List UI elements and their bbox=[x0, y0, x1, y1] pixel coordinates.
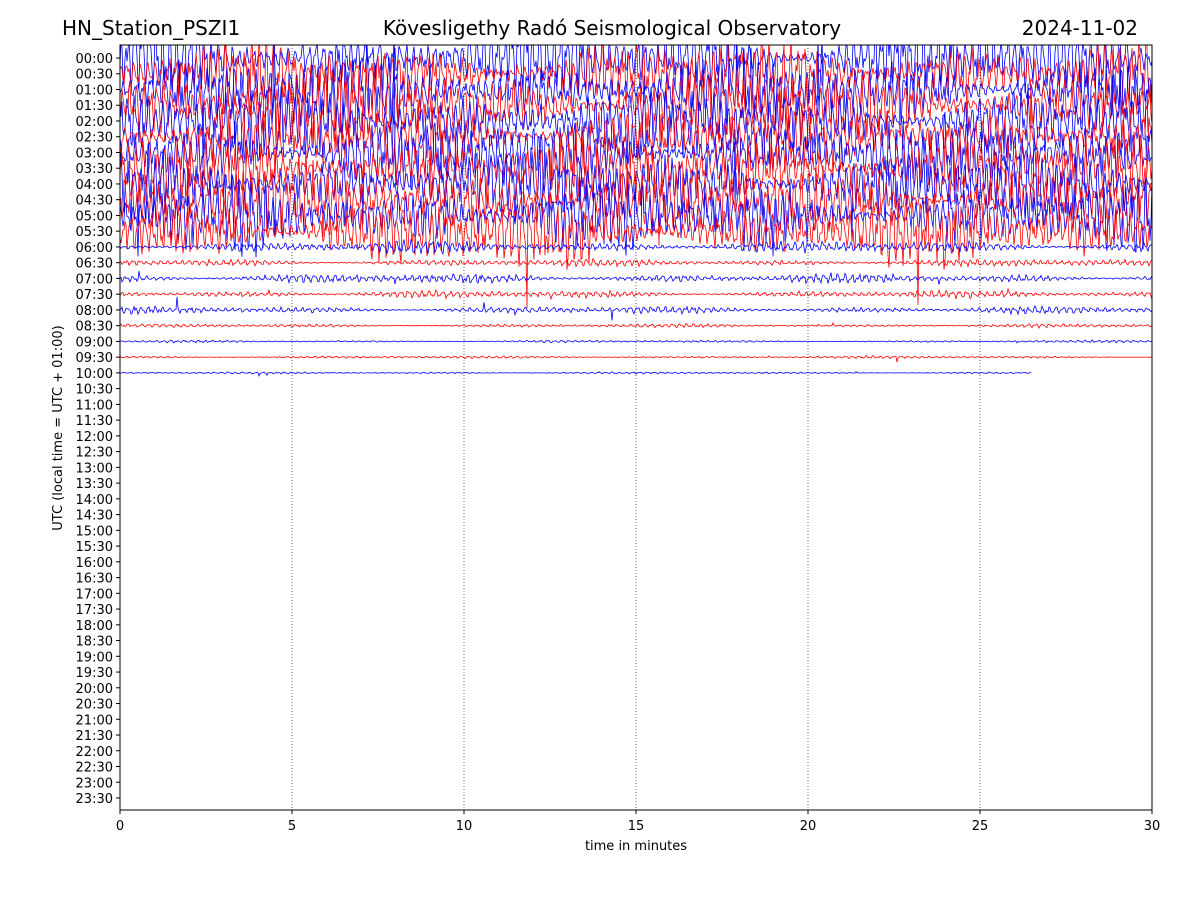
x-tick-label: 25 bbox=[972, 819, 989, 834]
y-axis-label: UTC (local time = UTC + 01:00) bbox=[51, 325, 66, 530]
y-tick-label: 11:00 bbox=[76, 398, 113, 413]
x-tick-label: 10 bbox=[456, 819, 473, 834]
trace bbox=[120, 45, 1152, 133]
y-tick-label: 19:00 bbox=[76, 650, 113, 665]
y-tick-label: 09:30 bbox=[76, 351, 113, 366]
date-title: 2024-11-02 bbox=[1022, 16, 1138, 40]
x-tick-label: 20 bbox=[800, 819, 817, 834]
plot-frame bbox=[119, 44, 1153, 811]
y-tick-label: 11:30 bbox=[76, 414, 113, 429]
y-tick-label: 12:30 bbox=[76, 446, 113, 461]
y-tick-label: 22:30 bbox=[76, 761, 113, 776]
y-tick-label: 16:30 bbox=[76, 572, 113, 587]
y-tick-label: 05:30 bbox=[76, 225, 113, 240]
y-tick-label: 09:00 bbox=[76, 335, 113, 350]
y-tick-label: 15:00 bbox=[76, 524, 113, 539]
y-tick-label: 04:00 bbox=[76, 178, 113, 193]
chart-title: Kövesligethy Radó Seismological Observat… bbox=[383, 16, 841, 40]
station-title: HN_Station_PSZI1 bbox=[62, 16, 240, 40]
y-tick-label: 06:00 bbox=[76, 241, 113, 256]
x-tick-label: 5 bbox=[288, 819, 296, 834]
y-tick-label: 10:30 bbox=[76, 383, 113, 398]
y-tick-label: 06:30 bbox=[76, 257, 113, 272]
x-tick-label: 15 bbox=[628, 819, 645, 834]
y-tick-label: 01:00 bbox=[76, 83, 113, 98]
y-tick-label: 18:00 bbox=[76, 619, 113, 634]
y-tick-label: 23:30 bbox=[76, 792, 113, 807]
y-tick-label: 02:00 bbox=[76, 115, 113, 130]
y-tick-label: 00:30 bbox=[76, 68, 113, 83]
y-tick-label: 13:30 bbox=[76, 477, 113, 492]
y-tick-label: 07:00 bbox=[76, 272, 113, 287]
x-axis-label: time in minutes bbox=[585, 839, 687, 854]
y-tick-label: 18:30 bbox=[76, 635, 113, 650]
y-tick-label: 10:00 bbox=[76, 367, 113, 382]
y-tick-label: 15:30 bbox=[76, 540, 113, 555]
y-tick-label: 21:30 bbox=[76, 729, 113, 744]
y-tick-label: 20:30 bbox=[76, 698, 113, 713]
trace bbox=[120, 257, 1152, 268]
y-tick-label: 13:00 bbox=[76, 461, 113, 476]
y-tick-label: 05:00 bbox=[76, 209, 113, 224]
y-tick-label: 07:30 bbox=[76, 288, 113, 303]
trace bbox=[120, 83, 1152, 189]
y-tick-label: 03:00 bbox=[76, 146, 113, 161]
x-tick-label: 30 bbox=[1144, 819, 1161, 834]
y-tick-label: 12:00 bbox=[76, 430, 113, 445]
y-tick-label: 14:30 bbox=[76, 509, 113, 524]
y-tick-label: 16:00 bbox=[76, 556, 113, 571]
y-tick-label: 21:00 bbox=[76, 713, 113, 728]
y-tick-label: 01:30 bbox=[76, 99, 113, 114]
trace bbox=[120, 370, 1032, 378]
trace bbox=[120, 271, 1152, 285]
y-tick-label: 17:00 bbox=[76, 587, 113, 602]
y-tick-label: 22:00 bbox=[76, 745, 113, 760]
y-tick-label: 20:00 bbox=[76, 682, 113, 697]
y-tick-label: 00:00 bbox=[76, 52, 113, 67]
x-tick-label: 0 bbox=[116, 819, 124, 834]
y-tick-label: 04:30 bbox=[76, 194, 113, 209]
y-tick-label: 08:30 bbox=[76, 320, 113, 335]
y-tick-label: 08:00 bbox=[76, 304, 113, 319]
y-tick-label: 23:00 bbox=[76, 776, 113, 791]
y-tick-label: 19:30 bbox=[76, 666, 113, 681]
y-tick-label: 14:00 bbox=[76, 493, 113, 508]
y-tick-label: 17:30 bbox=[76, 603, 113, 618]
y-tick-label: 03:30 bbox=[76, 162, 113, 177]
y-tick-label: 02:30 bbox=[76, 131, 113, 146]
